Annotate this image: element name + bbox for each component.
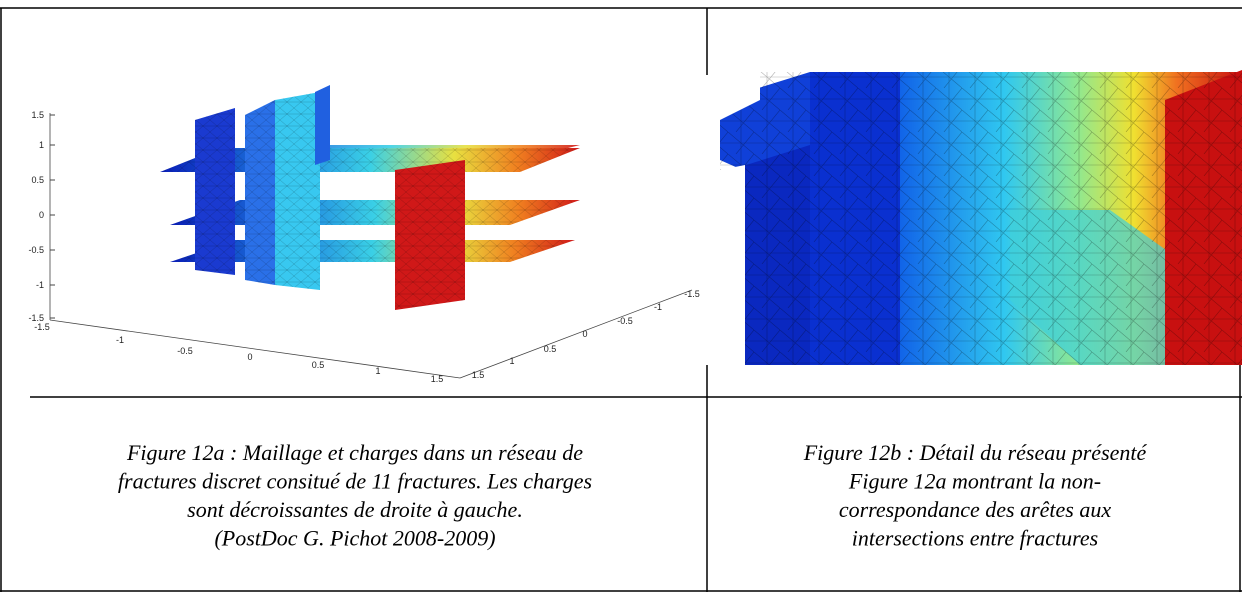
x-tick-label: 1.5 — [431, 374, 444, 384]
y-tick-label: 1.5 — [472, 370, 485, 380]
figure-caption: intersections entre fractures — [852, 526, 1098, 551]
y-tick-label: -0.5 — [617, 316, 633, 326]
figure-caption: (PostDoc G. Pichot 2008-2009) — [214, 526, 495, 551]
x-tick-label: 0.5 — [312, 360, 325, 370]
y-tick-label: 1 — [509, 356, 514, 366]
figure-caption: correspondance des arêtes aux — [839, 497, 1112, 522]
z-tick-label: 0.5 — [31, 175, 44, 185]
figure-caption: Figure 12b : Détail du réseau présenté — [803, 440, 1148, 465]
y-tick-label: 0 — [582, 329, 587, 339]
figure-12a: 1.510.50-0.5-1-1.5-1.5-1-0.500.511.5 1.51… — [28, 85, 700, 384]
y-tick-label: -1 — [654, 302, 662, 312]
y-tick-label: 0.5 — [544, 344, 557, 354]
z-tick-label: 1.5 — [31, 110, 44, 120]
figure-caption: Figure 12a montrant la non- — [848, 469, 1101, 494]
figure-12b — [720, 70, 1242, 365]
x-tick-label: -0.5 — [177, 346, 193, 356]
figure-caption: fractures discret consitué de 11 fractur… — [118, 469, 592, 494]
z-tick-label: -1 — [36, 280, 44, 290]
figure-caption: sont décroissantes de droite à gauche. — [187, 497, 523, 522]
z-tick-label: -1.5 — [28, 313, 44, 323]
z-tick-label: -0.5 — [28, 245, 44, 255]
x-tick-label: -1 — [116, 335, 124, 345]
x-tick-label: 1 — [375, 366, 380, 376]
x-tick-label: -1.5 — [34, 322, 50, 332]
x-tick-label: 0 — [247, 352, 252, 362]
figure-caption: Figure 12a : Maillage et charges dans un… — [126, 440, 583, 465]
z-tick-label: 0 — [39, 210, 44, 220]
y-tick-label: -1.5 — [684, 289, 700, 299]
z-tick-label: 1 — [39, 140, 44, 150]
